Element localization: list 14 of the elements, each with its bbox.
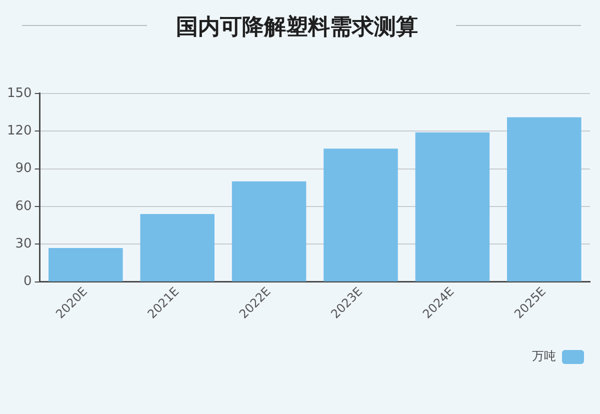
y-tick-label: 60 [15, 198, 32, 214]
bar [48, 248, 123, 282]
y-tick-label: 30 [15, 236, 32, 252]
bar [507, 117, 582, 282]
chart-title: 国内可降解塑料需求测算 [176, 14, 418, 40]
y-tick-label: 150 [6, 86, 32, 101]
y-tick-label: 120 [6, 123, 32, 138]
y-tick-label: 0 [24, 274, 32, 290]
bar [232, 181, 306, 282]
bar [140, 214, 214, 282]
legend-label: 万吨 [532, 349, 556, 364]
bar [324, 148, 398, 282]
y-tick-label: 90 [15, 161, 32, 176]
bar [415, 132, 490, 282]
